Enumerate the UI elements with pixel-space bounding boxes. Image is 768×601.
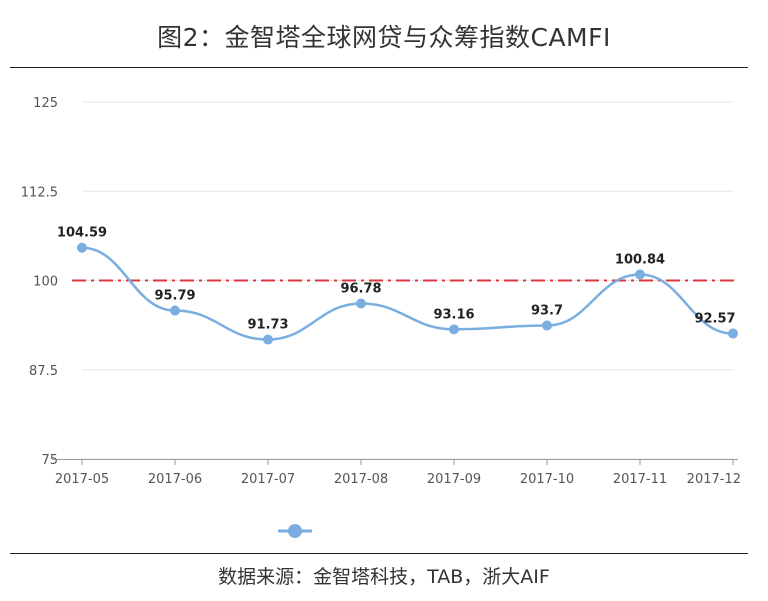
x-tick-label: 2017-09 xyxy=(427,472,481,487)
legend-marker xyxy=(288,524,302,538)
x-tick-label: 2017-10 xyxy=(520,472,574,487)
data-label: 96.78 xyxy=(340,281,381,296)
data-point xyxy=(170,305,180,316)
data-point xyxy=(449,324,459,335)
y-tick-label: 125 xyxy=(33,96,58,111)
bottom-rule xyxy=(10,553,748,554)
data-point xyxy=(263,334,273,345)
data-point xyxy=(77,242,87,253)
y-tick-label: 112.5 xyxy=(21,185,58,200)
data-label: 95.79 xyxy=(154,289,195,304)
top-rule xyxy=(10,67,748,68)
data-point xyxy=(635,269,645,280)
x-tick-label: 2017-06 xyxy=(148,472,202,487)
data-label: 93.16 xyxy=(433,307,474,322)
y-tick-label: 100 xyxy=(33,275,58,290)
x-tick-label: 2017-11 xyxy=(613,472,667,487)
x-tick-label: 2017-05 xyxy=(55,472,109,487)
x-tick-label: 2017-08 xyxy=(334,472,388,487)
data-label: 93.7 xyxy=(531,303,563,318)
data-label: 100.84 xyxy=(615,253,665,268)
data-label: 92.57 xyxy=(694,312,735,327)
data-point xyxy=(542,320,552,331)
data-point xyxy=(356,298,366,309)
y-tick-label: 87.5 xyxy=(29,364,58,379)
data-point xyxy=(728,328,738,339)
x-tick-label: 2017-07 xyxy=(241,472,295,487)
x-tick-label: 2017-12 xyxy=(687,472,741,487)
data-label: 91.73 xyxy=(247,318,288,333)
y-tick-label: 75 xyxy=(41,453,58,468)
source-note: 数据来源：金智塔科技，TAB，浙大AIF xyxy=(218,566,550,588)
chart-title: 图2：金智塔全球网贷与众筹指数CAMFI xyxy=(157,23,611,52)
data-label: 104.59 xyxy=(57,226,107,241)
